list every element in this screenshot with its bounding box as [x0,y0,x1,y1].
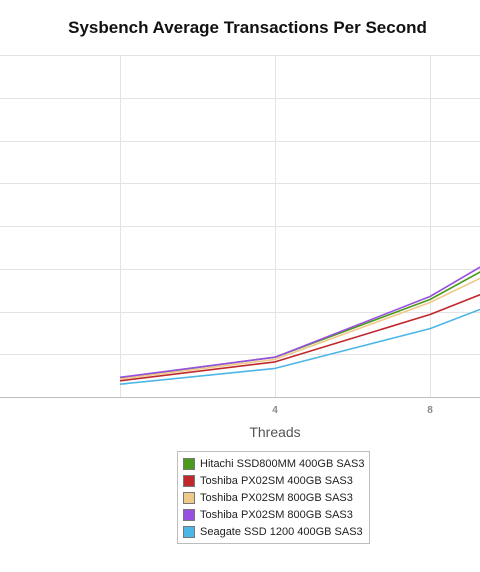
series-line [119,277,480,380]
legend-item: Seagate SSD 1200 400GB SAS3 [178,523,369,540]
legend-label: Seagate SSD 1200 400GB SAS3 [200,525,363,538]
legend: Hitachi SSD800MM 400GB SAS3 Toshiba PX02S… [177,451,370,544]
x-tick-labels: 4816 [272,405,433,416]
legend-item: Toshiba PX02SM 400GB SAS3 [178,472,369,489]
legend-label: Toshiba PX02SM 400GB SAS3 [200,474,353,487]
grid-lines [0,55,480,398]
legend-label: Toshiba PX02SM 800GB SAS3 [200,491,353,504]
x-tick-label: 8 [427,405,433,416]
chart-title: Sysbench Average Transactions Per Second [68,18,427,37]
legend-label: Hitachi SSD800MM 400GB SAS3 [200,457,365,470]
line-chart: 4816 Threads [0,55,480,440]
legend-item: Toshiba PX02SM 800GB SAS3 [178,506,369,523]
series-line [119,293,480,382]
legend-item: Hitachi SSD800MM 400GB SAS3 [178,455,369,472]
legend-label: Toshiba PX02SM 800GB SAS3 [200,508,353,521]
legend-swatch [183,474,195,487]
legend-swatch [183,491,195,504]
legend-swatch [183,457,195,470]
x-axis-label: Threads [249,424,300,440]
legend-swatch [183,525,195,538]
legend-swatch [183,508,195,521]
series-line [119,271,480,379]
legend-item: Toshiba PX02SM 800GB SAS3 [178,489,369,506]
series-lines [119,266,480,385]
series-line [119,308,480,385]
x-tick-label: 4 [272,405,278,416]
series-line [119,266,480,379]
